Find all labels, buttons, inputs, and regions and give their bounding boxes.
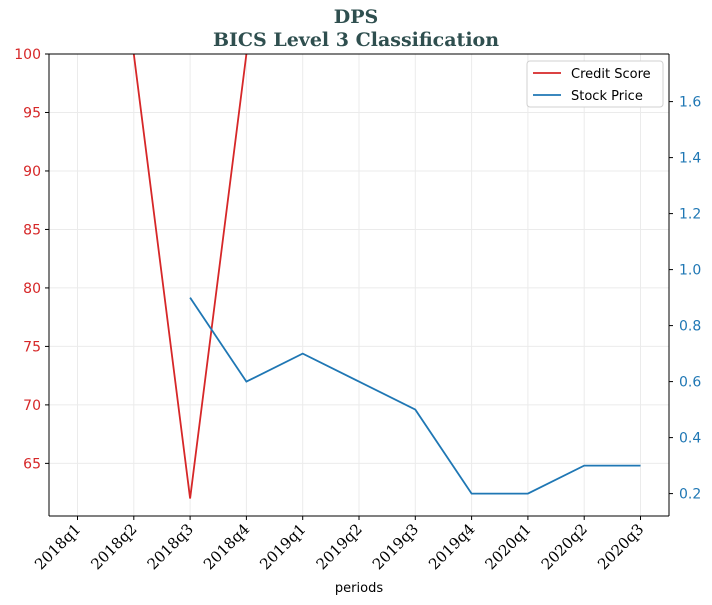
chart-title: DPS <box>333 6 379 28</box>
chart-subtitle: BICS Level 3 Classification <box>212 29 500 51</box>
x-tick-label: 2019q3 <box>369 520 422 573</box>
x-tick-label: 2018q1 <box>31 520 84 573</box>
right-tick-label: 1.2 <box>679 207 701 223</box>
x-tick-label: 2018q2 <box>87 520 140 573</box>
legend-label: Stock Price <box>571 89 643 104</box>
right-tick-label: 0.8 <box>679 319 701 335</box>
x-tick-label: 2020q2 <box>538 520 591 573</box>
x-tick-label: 2019q4 <box>425 520 478 573</box>
legend-label: Credit Score <box>571 67 651 82</box>
left-tick-label: 85 <box>23 222 41 238</box>
x-tick-label: 2020q1 <box>481 520 534 573</box>
right-tick-label: 0.2 <box>679 487 701 503</box>
legend: Credit Score Stock Price <box>526 60 664 108</box>
left-tick-label: 65 <box>23 456 41 472</box>
left-tick-label: 95 <box>23 105 41 121</box>
x-tick-label: 2019q1 <box>256 520 309 573</box>
left-tick-label: 100 <box>14 47 41 63</box>
left-tick-label: 70 <box>23 398 41 414</box>
series-line-credit-score <box>132 54 248 499</box>
right-tick-label: 0.4 <box>679 431 701 447</box>
right-tick-label: 1.6 <box>679 95 701 111</box>
right-tick-label: 0.6 <box>679 375 701 391</box>
x-tick-label: 2018q3 <box>144 520 197 573</box>
x-tick-label: 2020q3 <box>594 520 647 573</box>
left-tick-label: 75 <box>23 339 41 355</box>
left-tick-label: 80 <box>23 281 41 297</box>
right-tick-label: 1.0 <box>679 263 701 279</box>
x-tick-label: 2018q4 <box>200 520 253 573</box>
x-tick-label: 2019q2 <box>313 520 366 573</box>
x-axis-label: periods <box>335 581 383 596</box>
right-tick-label: 1.4 <box>679 151 701 167</box>
left-tick-label: 90 <box>23 164 41 180</box>
